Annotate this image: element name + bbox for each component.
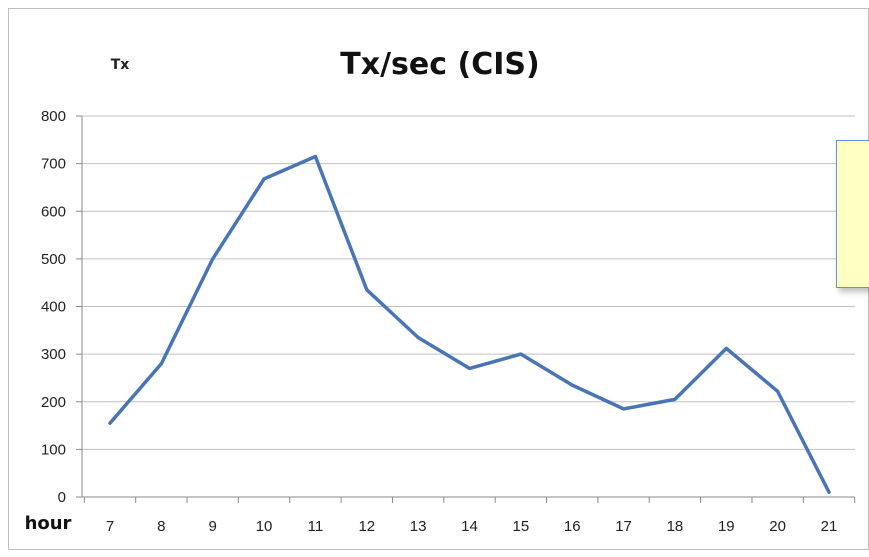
x-tick-label: 12	[358, 518, 375, 535]
data-point	[571, 384, 574, 387]
y-tick-label: 300	[41, 346, 66, 363]
data-point	[519, 353, 522, 356]
gridlines	[76, 116, 855, 497]
x-tick-label: 14	[461, 518, 478, 535]
x-tick-label: 21	[821, 518, 838, 535]
x-tick-label: 18	[667, 518, 684, 535]
x-tick-label: 8	[157, 518, 165, 535]
y-tick-label: 0	[58, 489, 66, 506]
y-tick-label: 200	[41, 394, 66, 411]
x-axis-label: hour	[25, 513, 72, 534]
series-layer	[109, 155, 831, 494]
data-point	[211, 257, 214, 260]
series-line-0	[110, 157, 829, 493]
x-axis-tick-labels: 7 8 9 10 11 12 13 14 15 16 17 18 19 20 21	[106, 518, 838, 535]
x-tick-label: 7	[106, 518, 114, 535]
y-tick-label: 500	[41, 251, 66, 268]
callout-box	[836, 140, 869, 288]
y-tick-label: 100	[41, 441, 66, 458]
x-tick-label: 17	[615, 518, 632, 535]
data-point	[365, 288, 368, 291]
data-point	[314, 155, 317, 158]
data-point	[776, 390, 779, 393]
data-point	[160, 362, 163, 365]
x-tick-label: 11	[308, 518, 324, 535]
x-tick-label: 15	[513, 518, 530, 535]
x-axis-tick-marks	[84, 497, 854, 503]
data-point	[417, 336, 420, 339]
data-point	[828, 491, 831, 494]
y-tick-label: 600	[41, 203, 66, 220]
y-tick-label: 700	[41, 156, 66, 173]
chart-title: Tx/sec (CIS)	[340, 47, 539, 82]
data-point	[725, 347, 728, 350]
data-point	[263, 177, 266, 180]
x-tick-label: 9	[209, 518, 217, 535]
y-axis-tick-labels: 0 100 200 300 400 500 600 700 800	[41, 108, 66, 506]
y-tick-label: 800	[41, 108, 66, 125]
y-tick-label: 400	[41, 299, 66, 316]
data-point	[109, 422, 112, 425]
data-point	[622, 407, 625, 410]
x-tick-label: 13	[410, 518, 427, 535]
x-tick-label: 10	[256, 518, 273, 535]
data-point	[673, 398, 676, 401]
x-tick-label: 20	[769, 518, 786, 535]
x-tick-label: 16	[564, 518, 581, 535]
y-axis-label: Tx	[111, 57, 130, 73]
data-point	[468, 367, 471, 370]
x-tick-label: 19	[718, 518, 735, 535]
